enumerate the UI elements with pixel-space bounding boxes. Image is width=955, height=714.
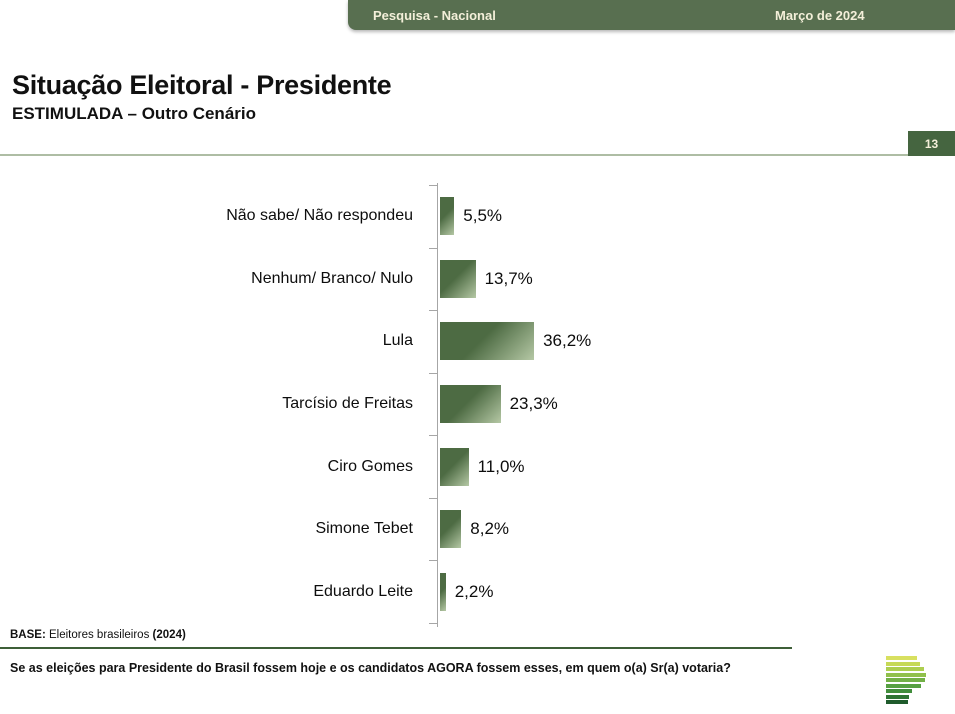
bar-area: 2,2% xyxy=(425,560,790,623)
bar-area: 8,2% xyxy=(425,498,790,561)
category-label: Lula xyxy=(382,332,413,350)
category-label: Tarcísio de Freitas xyxy=(282,394,413,412)
bar-area: 13,7% xyxy=(425,248,790,311)
axis-tick xyxy=(429,497,437,499)
bar-area: 23,3% xyxy=(425,373,790,436)
banner-survey-label: Pesquisa - Nacional xyxy=(373,7,496,23)
question-divider-rule xyxy=(0,647,792,649)
chart-row: Tarcísio de Freitas 23,3% xyxy=(0,373,790,436)
value-label: 23,3% xyxy=(509,393,558,413)
bar-area: 5,5% xyxy=(425,185,790,248)
data-bar xyxy=(440,572,446,611)
logo-bar xyxy=(886,678,925,682)
logo-bar xyxy=(886,683,921,688)
page-title: Situação Eleitoral - Presidente xyxy=(12,70,392,100)
title-block: Situação Eleitoral - Presidente ESTIMULA… xyxy=(12,70,392,124)
chart-row: Ciro Gomes 11,0% xyxy=(0,435,790,498)
title-divider-rule xyxy=(0,154,955,156)
top-banner: Pesquisa - Nacional Março de 2024 xyxy=(348,0,955,30)
category-label: Eduardo Leite xyxy=(313,582,413,600)
value-label: 13,7% xyxy=(484,268,533,288)
data-bar xyxy=(440,197,455,236)
data-bar xyxy=(440,510,462,549)
pollster-bar-stack-logo xyxy=(886,656,936,708)
logo-bar xyxy=(886,700,908,704)
value-label: 2,2% xyxy=(454,581,494,601)
base-note: BASE: Eleitores brasileiros (2024) xyxy=(10,629,186,641)
survey-question: Se as eleições para Presidente do Brasil… xyxy=(10,661,731,675)
logo-bar xyxy=(886,661,920,666)
axis-tick xyxy=(429,560,437,562)
chart-row: Simone Tebet 8,2% xyxy=(0,498,790,561)
chart-row: Eduardo Leite 2,2% xyxy=(0,560,790,623)
axis-tick xyxy=(429,185,437,186)
chart-row: Lula 36,2% xyxy=(0,310,790,373)
data-bar xyxy=(440,447,469,486)
chart-row: Não sabe/ Não respondeu 5,5% xyxy=(0,185,790,248)
category-label: Ciro Gomes xyxy=(327,457,413,475)
axis-tick xyxy=(429,435,437,437)
category-axis-line xyxy=(437,183,438,627)
bar-area: 11,0% xyxy=(425,435,790,498)
base-label: BASE: xyxy=(10,629,46,641)
category-label: Não sabe/ Não respondeu xyxy=(226,207,413,225)
bar-area: 36,2% xyxy=(425,310,790,373)
logo-bar xyxy=(886,667,924,671)
axis-tick xyxy=(429,247,437,249)
bar-chart: Não sabe/ Não respondeu 5,5% Nenhum/ Branc… xyxy=(0,183,790,627)
banner-date-label: Março de 2024 xyxy=(775,7,865,23)
logo-bar xyxy=(886,672,926,677)
logo-bar xyxy=(886,689,912,693)
value-label: 8,2% xyxy=(470,519,510,539)
axis-tick xyxy=(429,623,437,624)
axis-tick xyxy=(429,310,437,312)
base-year: (2024) xyxy=(152,629,186,641)
data-bar xyxy=(440,322,535,361)
logo-bar xyxy=(886,656,917,660)
data-bar xyxy=(440,259,476,298)
axis-tick xyxy=(429,372,437,374)
base-text: Eleitores brasileiros xyxy=(48,629,150,641)
category-label: Nenhum/ Branco/ Nulo xyxy=(251,269,413,287)
chart-row: Nenhum/ Branco/ Nulo 13,7% xyxy=(0,248,790,311)
value-label: 36,2% xyxy=(543,331,592,351)
category-label: Simone Tebet xyxy=(315,520,413,538)
page-subtitle: ESTIMULADA – Outro Cenário xyxy=(12,104,256,123)
page-number-badge: 13 xyxy=(908,131,955,156)
logo-bar xyxy=(886,694,909,699)
data-bar xyxy=(440,384,501,423)
value-label: 5,5% xyxy=(463,206,503,226)
value-label: 11,0% xyxy=(477,456,525,476)
